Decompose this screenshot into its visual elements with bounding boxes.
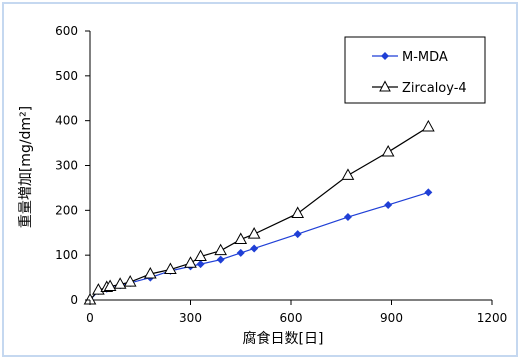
series-line-m-mda — [90, 192, 428, 300]
data-point-m-mda — [344, 213, 352, 221]
data-point-m-mda — [424, 188, 432, 196]
data-point-zircaloy — [215, 245, 226, 255]
data-point-m-mda — [217, 256, 225, 264]
y-tick-label: 600 — [55, 24, 78, 38]
x-tick-label: 0 — [86, 311, 94, 325]
x-tick-label: 1200 — [477, 311, 508, 325]
series-layer — [85, 121, 434, 304]
y-tick-label: 500 — [55, 69, 78, 83]
y-tick-label: 100 — [55, 248, 78, 262]
y-tick-label: 300 — [55, 159, 78, 173]
y-tick-label: 0 — [70, 293, 78, 307]
data-point-m-mda — [250, 244, 258, 252]
x-axis-title: 腐食日数[日] — [243, 330, 324, 347]
legend-label-zircaloy: Zircaloy-4 — [402, 81, 467, 96]
y-tick-label: 400 — [55, 114, 78, 128]
data-point-zircaloy — [249, 228, 260, 238]
x-tick-label: 600 — [280, 311, 303, 325]
y-axis-title: 重量増加[mg/dm²] — [18, 106, 34, 228]
data-point-m-mda — [237, 249, 245, 257]
x-tick-label: 900 — [380, 311, 403, 325]
data-point-m-mda — [197, 260, 205, 268]
legend-label-m-mda: M-MDA — [402, 50, 448, 65]
legend: M-MDA Zircaloy-4 — [345, 37, 485, 103]
data-point-zircaloy — [342, 169, 353, 179]
data-point-zircaloy — [383, 146, 394, 156]
data-point-zircaloy — [185, 257, 196, 267]
data-point-zircaloy — [292, 207, 303, 217]
series-line-zircaloy — [90, 127, 428, 300]
x-tick-label: 300 — [179, 311, 202, 325]
data-point-zircaloy — [423, 121, 434, 131]
data-point-m-mda — [384, 201, 392, 209]
y-tick-label: 200 — [55, 203, 78, 217]
data-point-m-mda — [294, 230, 302, 238]
